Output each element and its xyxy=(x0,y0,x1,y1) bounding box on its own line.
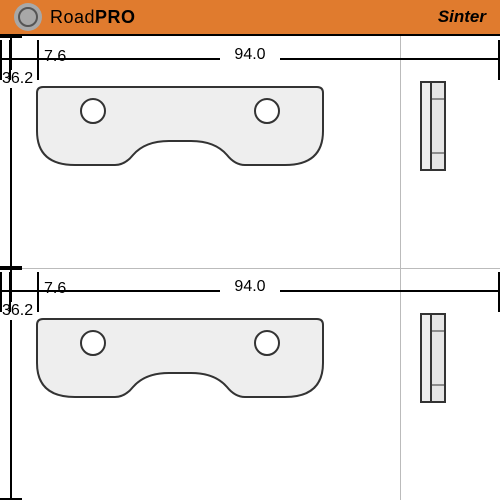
width-value: 94.0 xyxy=(220,278,280,296)
product-prefix: Road xyxy=(50,7,95,27)
thickness-value: 7.6 xyxy=(44,48,66,66)
pad-row-2: 36.2 94.0 7.6 xyxy=(0,268,500,500)
pad-row-1: 36.2 94.0 7.6 xyxy=(0,36,500,268)
thickness-value: 7.6 xyxy=(44,280,66,298)
brand-logo-icon xyxy=(14,3,42,31)
diagram-area: 36.2 94.0 7.6 xyxy=(0,36,500,500)
brake-pad-front-view xyxy=(35,313,325,403)
product-type: Sinter xyxy=(438,7,486,27)
brake-pad-front-view xyxy=(35,81,325,171)
brake-pad-side-view xyxy=(420,81,446,171)
width-value: 94.0 xyxy=(220,46,280,64)
product-name: RoadPRO xyxy=(50,7,136,28)
header-left: RoadPRO xyxy=(14,3,136,31)
height-value: 36.2 xyxy=(0,302,35,320)
header-bar: RoadPRO Sinter xyxy=(0,0,500,36)
brake-pad-side-view xyxy=(420,313,446,403)
height-value: 36.2 xyxy=(0,70,35,88)
product-bold: PRO xyxy=(95,7,136,27)
